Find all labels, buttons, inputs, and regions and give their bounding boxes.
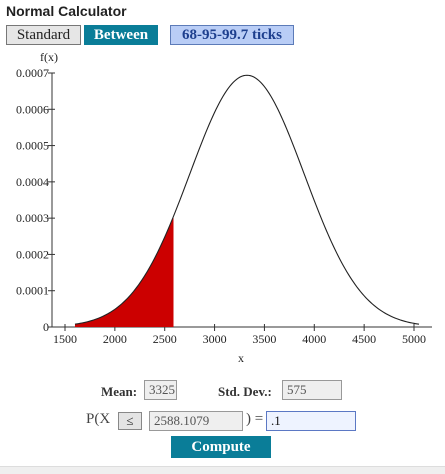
y-tick-label: 0.0007 bbox=[16, 66, 49, 80]
y-tick-label: 0.0005 bbox=[16, 139, 49, 153]
probability-suffix: ) = bbox=[246, 411, 264, 427]
probability-input[interactable]: .1 bbox=[266, 411, 356, 431]
y-axis: 0 0.0001 0.0002 0.0003 0.0004 0.0005 0.0006 0.0… bbox=[16, 66, 55, 334]
x-tick-label: 3500 bbox=[252, 332, 276, 346]
x-tick-label: 1500 bbox=[53, 332, 77, 346]
x-tick-label: 2500 bbox=[153, 332, 177, 346]
y-tick-label: 0.0004 bbox=[16, 175, 49, 189]
shaded-probability-region bbox=[74, 216, 174, 327]
density-curve bbox=[74, 74, 420, 325]
x-tick-label: 2000 bbox=[103, 332, 127, 346]
y-tick-label: 0.0006 bbox=[16, 102, 49, 116]
y-tick-label: 0.0003 bbox=[16, 211, 49, 225]
std-dev-label: Std. Dev.: bbox=[218, 384, 272, 399]
x-tick-label: 4500 bbox=[352, 332, 376, 346]
mean-input[interactable]: 3325 bbox=[144, 380, 177, 400]
app-title: Normal Calculator bbox=[6, 3, 127, 19]
normal-distribution-chart: f(x) 0 0.0001 0.0002 0.0003 0.0004 0.0005 0.00… bbox=[16, 50, 432, 365]
x-tick-label: 4000 bbox=[302, 332, 326, 346]
ticks-toggle-button[interactable]: 68-95-99.7 ticks bbox=[170, 25, 294, 45]
x-value-input[interactable]: 2588.1079 bbox=[149, 411, 243, 431]
standard-mode-button[interactable]: Standard bbox=[6, 25, 81, 45]
window-bottom-bar bbox=[0, 466, 445, 474]
compute-button[interactable]: Compute bbox=[171, 436, 271, 458]
y-tick-label: 0 bbox=[43, 320, 49, 334]
y-axis-label: f(x) bbox=[40, 50, 58, 64]
std-dev-input[interactable]: 575 bbox=[282, 380, 342, 400]
comparator-toggle[interactable]: ≤ bbox=[118, 412, 142, 430]
probability-prefix: P(X bbox=[86, 411, 111, 427]
x-axis: 1500 2000 2500 3000 3500 4000 4500 5000 bbox=[52, 324, 432, 346]
y-tick-label: 0.0001 bbox=[16, 284, 49, 298]
x-axis-label: x bbox=[238, 351, 244, 365]
between-mode-button[interactable]: Between bbox=[84, 25, 158, 45]
y-tick-label: 0.0002 bbox=[16, 247, 49, 261]
mean-label: Mean: bbox=[101, 384, 138, 399]
x-tick-label: 5000 bbox=[402, 332, 426, 346]
x-tick-label: 3000 bbox=[203, 332, 227, 346]
